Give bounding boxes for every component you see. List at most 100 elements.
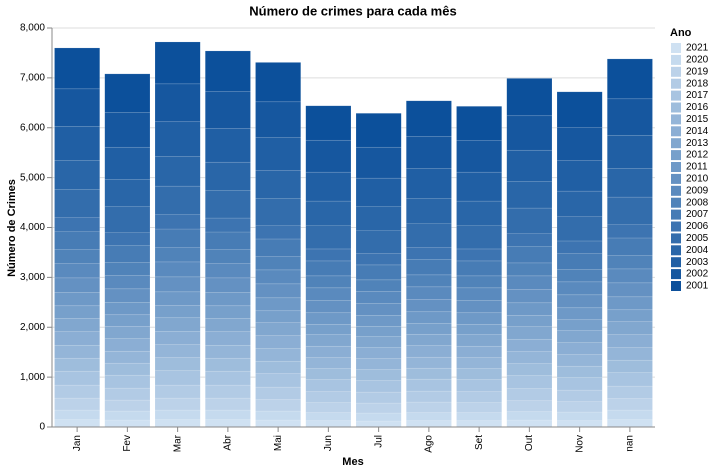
bar-segment xyxy=(607,196,653,225)
bar-segment xyxy=(406,135,452,169)
bar-segment xyxy=(154,228,201,248)
bar-segment xyxy=(154,156,201,187)
bar-segment xyxy=(556,240,603,254)
legend-swatch xyxy=(671,78,681,89)
y-tick-label: 3,000 xyxy=(20,272,45,283)
bar-segment xyxy=(154,214,201,230)
bar-segment xyxy=(607,309,653,323)
bar-segment xyxy=(406,100,452,137)
bar-segment xyxy=(556,411,603,421)
bar-segment xyxy=(205,50,251,92)
bar-segment xyxy=(556,389,603,402)
legend-label: 2007 xyxy=(686,209,709,220)
bar-segment xyxy=(355,291,402,304)
bar-segment xyxy=(54,189,100,218)
legend-label: 2011 xyxy=(686,162,708,173)
bar-segment xyxy=(506,78,553,117)
bar-segment xyxy=(355,315,402,327)
bar-segment xyxy=(54,47,100,90)
bar-segment xyxy=(54,318,100,332)
y-tick-label: 5,000 xyxy=(20,172,45,183)
bar-segment xyxy=(205,305,251,319)
x-tick-label: nan xyxy=(625,435,636,452)
bar-segment xyxy=(305,357,352,369)
legend-label: 2010 xyxy=(686,174,709,185)
bar-segment xyxy=(456,200,502,226)
bar-segment xyxy=(54,331,100,346)
legend-label: 2002 xyxy=(686,269,709,280)
bar-segment xyxy=(104,350,151,364)
bar-segment xyxy=(506,388,553,401)
bar-segment xyxy=(406,356,452,369)
bar-segment xyxy=(305,300,352,314)
bar-segment xyxy=(456,248,502,262)
y-axis-title: Número de Crimes xyxy=(6,179,18,277)
bar-segment xyxy=(305,420,352,428)
bar-segment xyxy=(54,249,100,264)
bar-segment xyxy=(255,419,301,428)
bar-segment xyxy=(205,161,251,191)
bar-segment xyxy=(104,262,151,276)
bar-segment xyxy=(456,312,502,325)
bar-segment xyxy=(506,115,553,151)
legend-swatch xyxy=(671,138,681,149)
bar-segment xyxy=(54,126,100,161)
bar-segment xyxy=(104,326,151,339)
bar-segment xyxy=(456,402,502,413)
bar-segment xyxy=(305,379,352,392)
bar-segment xyxy=(607,372,653,387)
bar-segment xyxy=(104,302,151,316)
bar-segment xyxy=(255,137,301,171)
bar-segment xyxy=(456,334,502,347)
bar-segment xyxy=(355,420,402,428)
bar-segment xyxy=(305,412,352,421)
bar-segment xyxy=(607,347,653,361)
bar-segment xyxy=(54,384,100,399)
bar-segment xyxy=(154,370,201,386)
bar-segment xyxy=(556,281,603,296)
bar-segment xyxy=(406,420,452,428)
bar-segment xyxy=(205,127,251,163)
bar-segment xyxy=(556,401,603,413)
y-tick-label: 7,000 xyxy=(20,73,45,84)
bar-segment xyxy=(456,287,502,301)
bar-segment xyxy=(506,351,553,364)
bar-segment xyxy=(506,246,553,264)
legend-swatch xyxy=(671,257,681,268)
bar-segment xyxy=(305,368,352,380)
bar-segment xyxy=(54,305,100,319)
bar-segment xyxy=(556,307,603,321)
bar-segment xyxy=(607,268,653,284)
y-tick-label: 8,000 xyxy=(20,23,45,34)
bar-segment xyxy=(255,399,301,412)
bar-segment xyxy=(506,338,553,352)
bar-segment xyxy=(406,247,452,260)
legend-swatch xyxy=(671,281,681,291)
bar-segment xyxy=(355,326,402,337)
bar-segment xyxy=(607,282,653,298)
legend-label: 2003 xyxy=(686,257,709,268)
bar-segment xyxy=(154,384,201,399)
x-tick-label: Set xyxy=(474,435,485,450)
bar-segment xyxy=(154,344,201,358)
bar-segment xyxy=(406,311,452,324)
bar-segment xyxy=(154,397,201,411)
bar-segment xyxy=(205,419,251,428)
bar-segment xyxy=(305,391,352,403)
bar-segment xyxy=(305,275,352,289)
legend-label: 2014 xyxy=(686,126,709,137)
bar-segment xyxy=(506,375,553,389)
x-tick-label: Fev xyxy=(122,435,133,452)
bar-segment xyxy=(355,113,402,148)
y-tick-label: 0 xyxy=(39,422,45,433)
bar-segment xyxy=(154,419,201,428)
bar-segment xyxy=(456,324,502,335)
bar-segment xyxy=(456,171,502,202)
bar-segment xyxy=(205,277,251,293)
bar-segment xyxy=(355,264,402,281)
legend-label: 2016 xyxy=(686,102,709,113)
bar-segment xyxy=(305,402,352,413)
bar-segment xyxy=(406,333,452,346)
bar-segment xyxy=(355,177,402,207)
